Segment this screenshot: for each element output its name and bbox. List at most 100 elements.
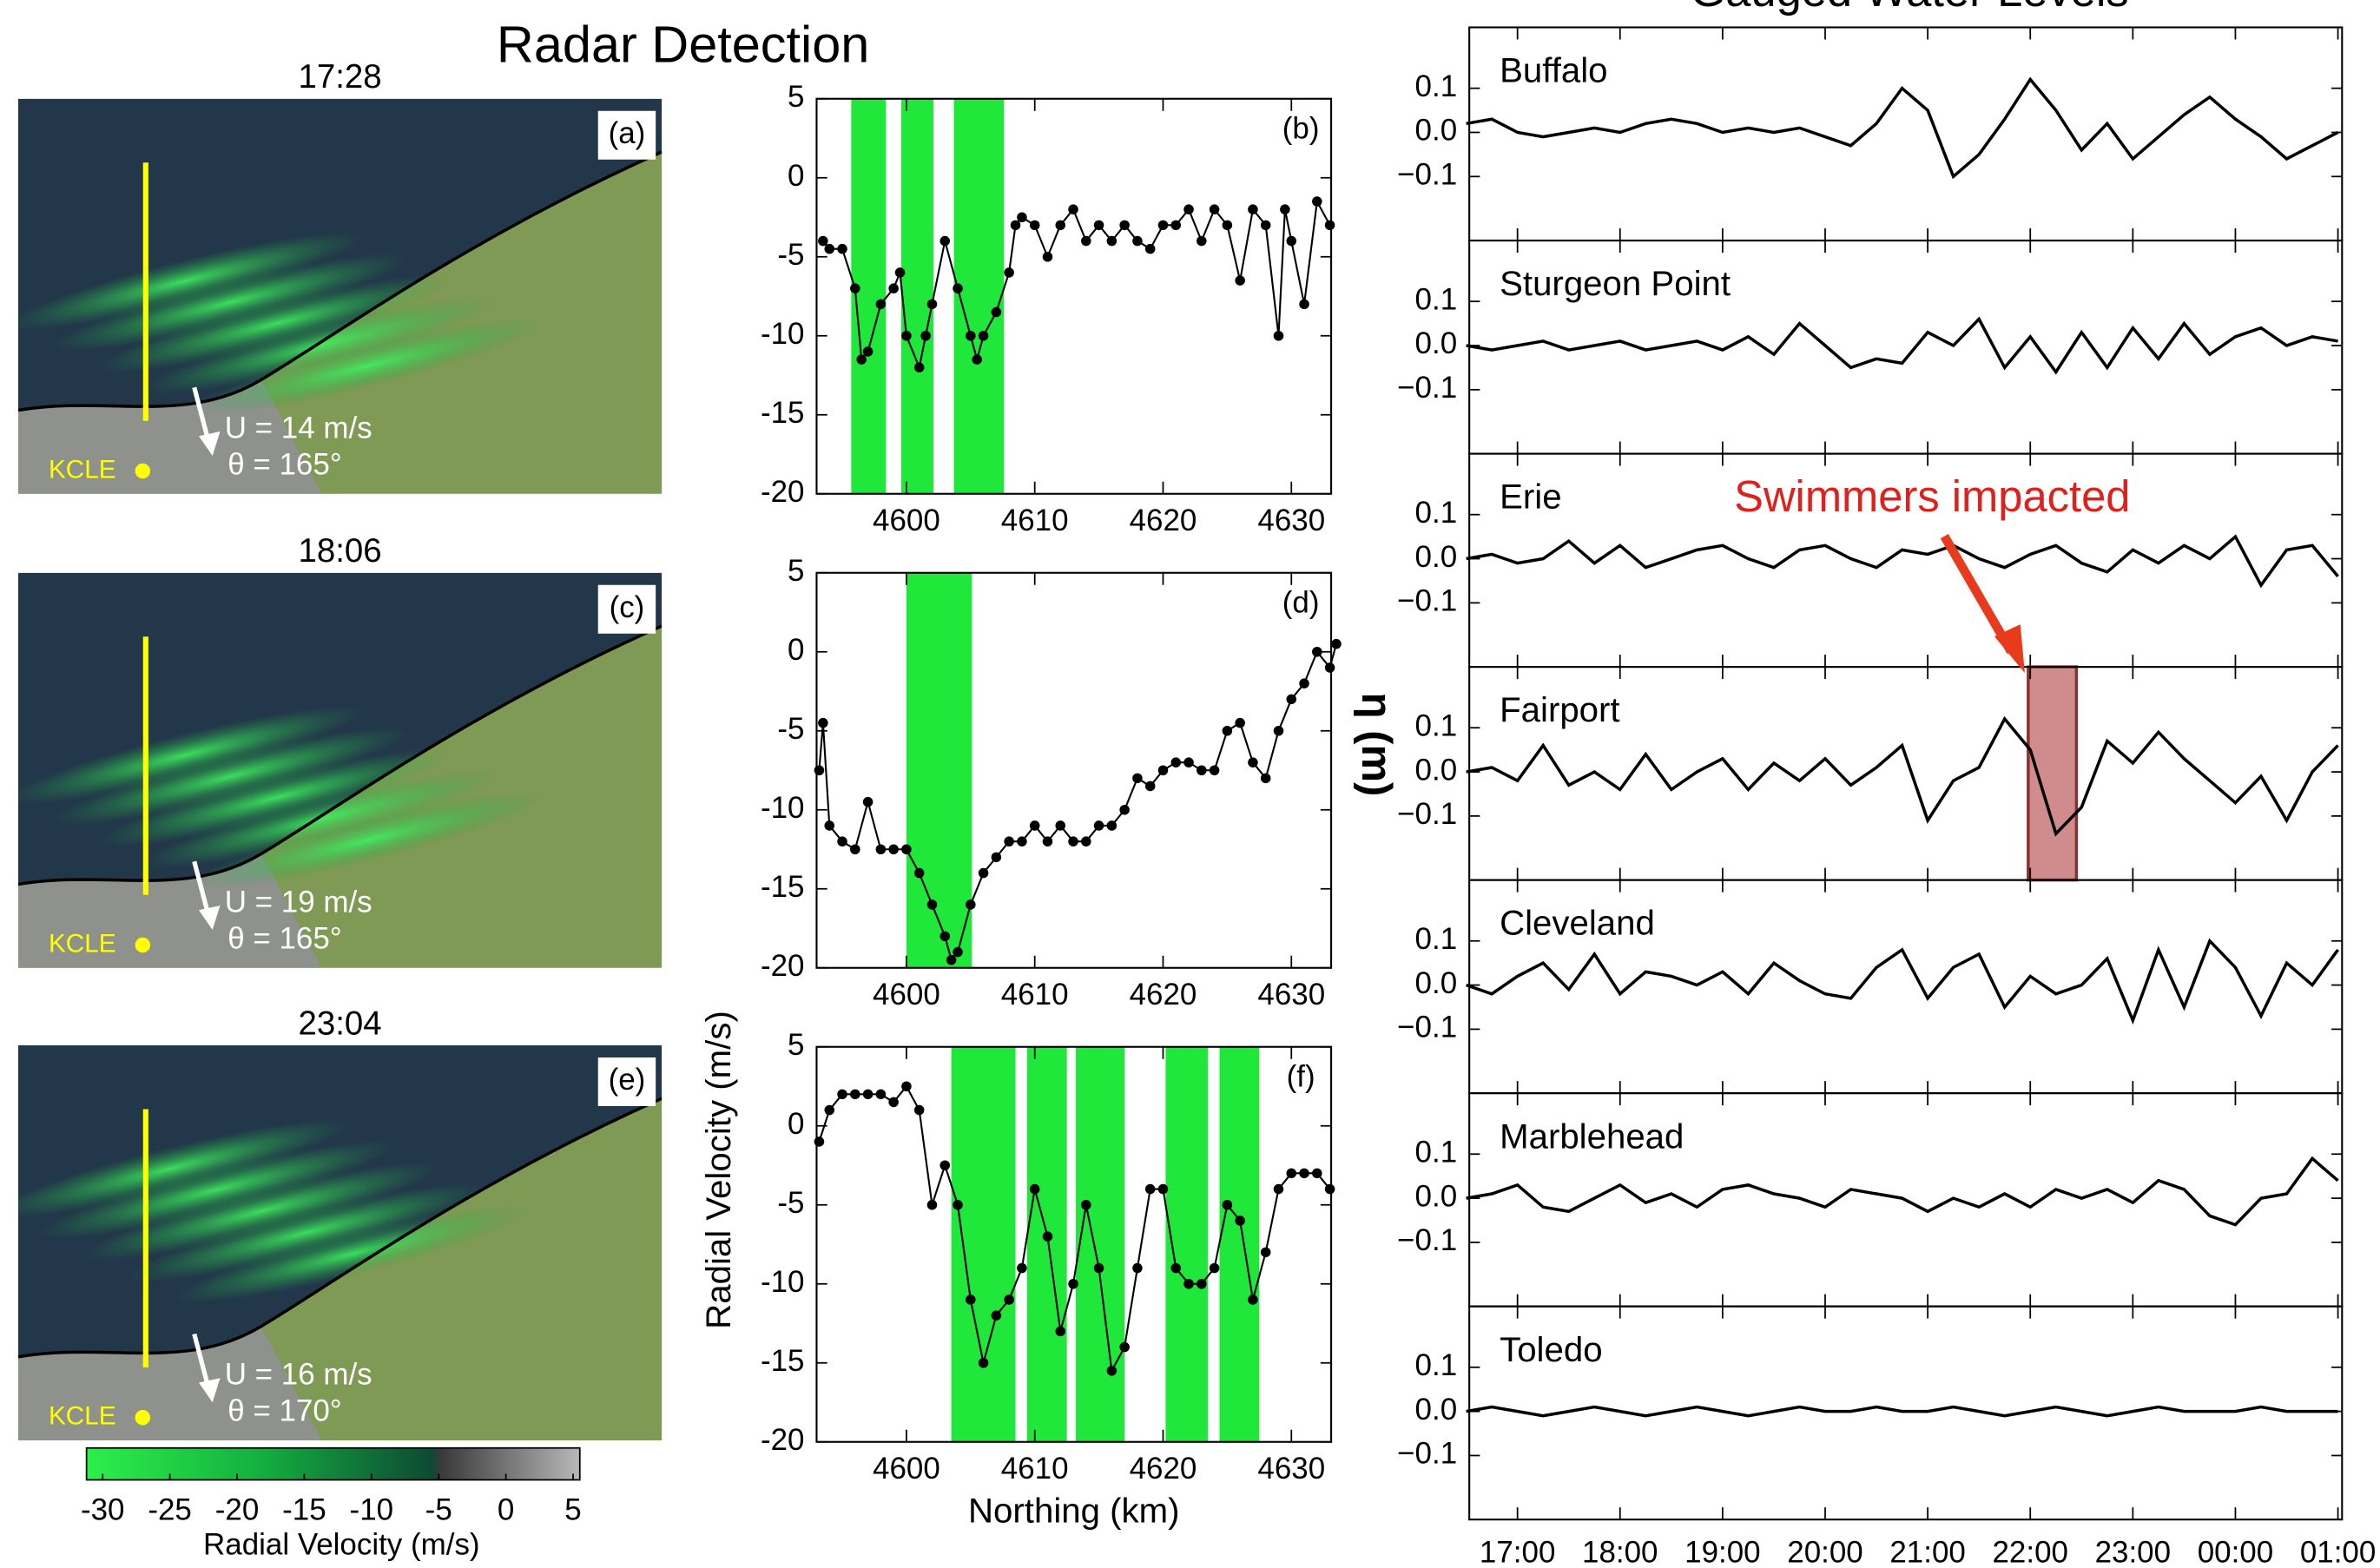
data-point xyxy=(1209,204,1220,214)
y-tick-label: 0.0 xyxy=(1415,114,1458,148)
radar-panel: U = 19 m/sθ = 165° KCLE (c) 18:06 xyxy=(17,532,663,968)
echo-streak xyxy=(17,232,362,330)
plot-frame xyxy=(815,97,1333,495)
data-point xyxy=(1093,820,1104,831)
wind-speed: U = 19 m/s xyxy=(225,885,372,919)
data-point xyxy=(966,1295,976,1305)
data-point xyxy=(1157,765,1169,776)
data-point xyxy=(862,346,874,357)
station-dot xyxy=(135,1410,151,1426)
data-point xyxy=(1209,765,1220,776)
data-line xyxy=(1466,1405,2338,1418)
water-y-label: η (m) xyxy=(1353,693,1400,797)
data-point xyxy=(939,931,951,942)
data-point xyxy=(1331,638,1342,649)
panel-label-box xyxy=(597,1057,656,1106)
data-point xyxy=(1055,820,1066,831)
coast-line xyxy=(17,624,663,886)
highlight-band xyxy=(906,572,972,968)
x-tick-label: 4630 xyxy=(1257,1452,1325,1486)
data-point xyxy=(1324,662,1335,673)
y-tick-label: 0.1 xyxy=(1415,1135,1458,1169)
x-tick-label: 4600 xyxy=(873,1452,940,1486)
echo-streak xyxy=(54,728,408,826)
data-point xyxy=(1055,1326,1066,1337)
x-tick-label: 4610 xyxy=(1001,978,1069,1011)
y-tick-label: 0.1 xyxy=(1415,1348,1458,1382)
data-point xyxy=(814,765,825,776)
data-point xyxy=(926,899,938,910)
data-point xyxy=(991,306,1002,318)
y-tick-label: -15 xyxy=(761,870,805,904)
station-name: KCLE xyxy=(49,929,116,958)
data-point xyxy=(1197,235,1207,247)
data-point xyxy=(913,1104,925,1116)
data-line xyxy=(1466,1156,2339,1227)
data-point xyxy=(939,1160,951,1171)
x-tick-label: 4610 xyxy=(1001,504,1069,537)
data-point xyxy=(1286,235,1297,247)
data-point xyxy=(850,283,860,293)
data-point xyxy=(966,330,976,341)
x-tick-label: 20:00 xyxy=(1787,1536,1862,1568)
data-point xyxy=(913,867,925,879)
y-tick-label: 0 xyxy=(788,159,804,193)
echo-streak xyxy=(54,254,408,352)
coast-line xyxy=(17,1097,663,1359)
data-point xyxy=(1197,1278,1207,1289)
highlight-band xyxy=(851,98,887,494)
figure-title: Radar Detection xyxy=(497,16,869,74)
wind-arrowhead xyxy=(198,1378,221,1403)
echo-streak xyxy=(144,770,499,868)
colorbar-label: Radial Velocity (m/s) xyxy=(203,1528,480,1562)
y-tick-label: 0.1 xyxy=(1415,922,1458,956)
y-tick-label: -15 xyxy=(761,396,805,430)
data-point xyxy=(953,283,963,293)
y-tick-label: 5 xyxy=(788,1028,804,1062)
x-tick-label: 4620 xyxy=(1130,504,1197,537)
panel-time: 23:04 xyxy=(298,1005,381,1042)
data-point xyxy=(1273,1183,1284,1195)
x-tick-label: 23:00 xyxy=(2095,1536,2171,1568)
data-point xyxy=(901,330,912,341)
data-point xyxy=(1248,1295,1258,1305)
data-point xyxy=(1235,1216,1245,1226)
data-point xyxy=(1132,235,1143,247)
wind-arrowhead xyxy=(198,906,221,930)
colorbar xyxy=(85,1446,581,1481)
station-name: Sturgeon Point xyxy=(1500,264,1731,303)
data-point xyxy=(1004,1295,1014,1305)
y-tick-label: 0 xyxy=(788,633,804,667)
data-point xyxy=(1068,204,1078,214)
data-point xyxy=(1029,220,1040,231)
data-point xyxy=(1183,757,1194,768)
x-tick-label: 4610 xyxy=(1001,1452,1069,1486)
y-tick-label: -5 xyxy=(777,238,804,272)
data-point xyxy=(1093,220,1104,231)
data-point xyxy=(978,867,989,879)
colorbar-tick-label: 5 xyxy=(564,1492,581,1526)
y-tick-label: −0.1 xyxy=(1397,1011,1457,1044)
y-tick-label: −0.1 xyxy=(1397,1437,1457,1471)
data-point xyxy=(1119,804,1130,815)
data-point xyxy=(1004,836,1014,847)
data-point xyxy=(972,354,982,365)
water-title: Gauged Water Levels xyxy=(1690,0,2128,16)
data-point xyxy=(966,899,976,910)
data-point xyxy=(1132,1262,1143,1274)
y-tick-label: −0.1 xyxy=(1397,371,1457,405)
y-tick-label: -20 xyxy=(761,475,805,509)
data-point xyxy=(1183,204,1194,214)
data-point xyxy=(901,1081,912,1092)
highlight-band xyxy=(951,1046,1016,1442)
data-point xyxy=(1260,220,1271,231)
data-point xyxy=(1235,717,1245,728)
annotation-arrow xyxy=(1940,533,2015,655)
x-tick-label: 4620 xyxy=(1130,978,1197,1011)
wind-direction: θ = 170° xyxy=(227,1394,342,1428)
data-point xyxy=(837,836,847,847)
annotation: Swimmers impacted xyxy=(1734,471,2130,521)
data-point xyxy=(926,299,938,310)
station-name: Toledo xyxy=(1500,1330,1602,1369)
